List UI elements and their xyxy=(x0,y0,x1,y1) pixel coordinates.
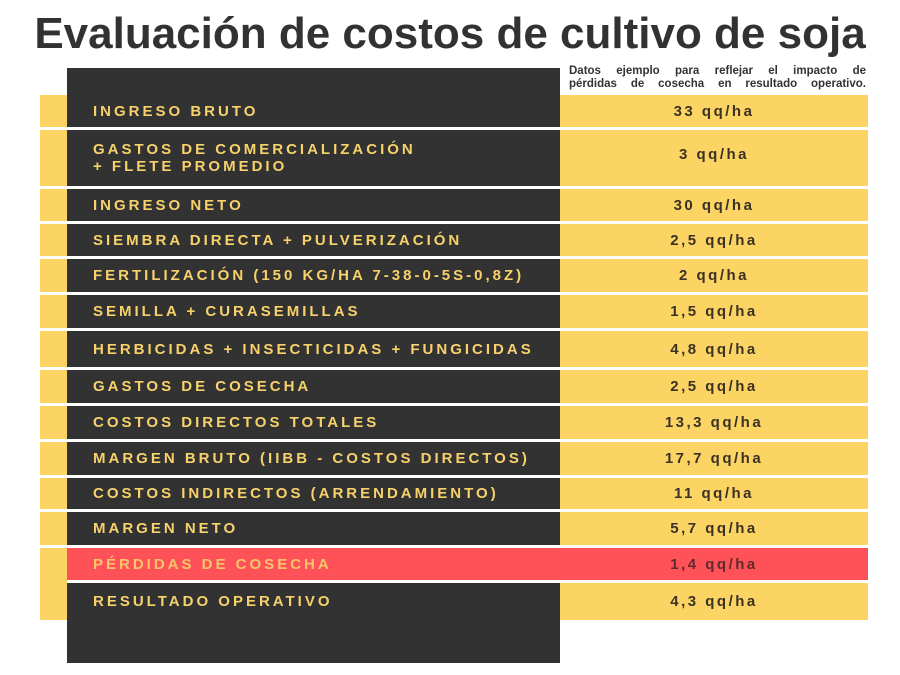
table-row-highlighted: PÉRDIDAS DE COSECHA 1,4 qq/ha xyxy=(40,548,868,583)
subtitle-line: Datos ejemplo para reflejar el impacto d… xyxy=(569,65,866,77)
row-value: 11 qq/ha xyxy=(560,478,868,509)
row-accent-strip xyxy=(40,95,67,127)
table-row: COSTOS DIRECTOS TOTALES 13,3 qq/ha xyxy=(40,406,868,439)
row-label: GASTOS DE COMERCIALIZACIÓN + FLETE PROME… xyxy=(67,130,560,186)
table-row: GASTOS DE COSECHA 2,5 qq/ha xyxy=(40,370,868,403)
row-value: 1,5 qq/ha xyxy=(560,295,868,328)
row-accent-strip xyxy=(40,406,67,439)
table-row: SIEMBRA DIRECTA + PULVERIZACIÓN 2,5 qq/ha xyxy=(40,224,868,256)
row-label: INGRESO BRUTO xyxy=(67,95,560,127)
row-label: MARGEN NETO xyxy=(67,512,560,545)
subtitle-line: pérdidas de cosecha en resultado operati… xyxy=(569,77,866,90)
row-accent-strip xyxy=(40,295,67,328)
row-accent-strip xyxy=(40,259,67,292)
row-accent-strip xyxy=(40,370,67,403)
row-label: SEMILLA + CURASEMILLAS xyxy=(67,295,560,328)
row-value: 4,3 qq/ha xyxy=(560,583,868,620)
row-accent-strip xyxy=(40,478,67,509)
table-row: COSTOS INDIRECTOS (ARRENDAMIENTO) 11 qq/h… xyxy=(40,478,868,509)
row-value: 5,7 qq/ha xyxy=(560,512,868,545)
row-label: HERBICIDAS + INSECTICIDAS + FUNGICIDAS xyxy=(67,331,560,367)
row-label: PÉRDIDAS DE COSECHA xyxy=(67,548,560,580)
row-label: GASTOS DE COSECHA xyxy=(67,370,560,403)
row-accent-strip xyxy=(40,548,67,583)
row-value: 1,4 qq/ha xyxy=(560,548,868,580)
row-label: MARGEN BRUTO (IIBB - COSTOS DIRECTOS) xyxy=(67,442,560,475)
row-accent-strip xyxy=(40,331,67,367)
row-accent-strip xyxy=(40,189,67,221)
table-row: FERTILIZACIÓN (150 KG/HA 7-38-0-5S-0,8Z)… xyxy=(40,259,868,292)
table-row: INGRESO BRUTO 33 qq/ha xyxy=(40,95,868,127)
page-title: Evaluación de costos de cultivo de soja xyxy=(34,9,866,58)
row-label: FERTILIZACIÓN (150 KG/HA 7-38-0-5S-0,8Z) xyxy=(67,259,560,292)
row-value: 17,7 qq/ha xyxy=(560,442,868,475)
row-accent-strip xyxy=(40,583,67,620)
row-label: SIEMBRA DIRECTA + PULVERIZACIÓN xyxy=(67,224,560,256)
table-row: GASTOS DE COMERCIALIZACIÓN + FLETE PROME… xyxy=(40,130,868,186)
row-label: INGRESO NETO xyxy=(67,189,560,221)
row-label: COSTOS DIRECTOS TOTALES xyxy=(67,406,560,439)
table-row: MARGEN BRUTO (IIBB - COSTOS DIRECTOS) 17,… xyxy=(40,442,868,475)
row-value: 30 qq/ha xyxy=(560,189,868,221)
row-label: COSTOS INDIRECTOS (ARRENDAMIENTO) xyxy=(67,478,560,509)
row-accent-strip xyxy=(40,130,67,186)
row-value: 33 qq/ha xyxy=(560,95,868,127)
table-row: INGRESO NETO 30 qq/ha xyxy=(40,189,868,221)
row-value: 13,3 qq/ha xyxy=(560,406,868,439)
cost-table: INGRESO BRUTO 33 qq/ha GASTOS DE COMERCIAL… xyxy=(40,95,868,620)
row-value: 3 qq/ha xyxy=(560,130,868,186)
row-accent-strip xyxy=(40,224,67,256)
row-value: 4,8 qq/ha xyxy=(560,331,868,367)
row-value: 2,5 qq/ha xyxy=(560,224,868,256)
subtitle-note: Datos ejemplo para reflejar el impacto d… xyxy=(569,65,866,90)
row-accent-strip xyxy=(40,512,67,545)
table-row: SEMILLA + CURASEMILLAS 1,5 qq/ha xyxy=(40,295,868,328)
table-row: MARGEN NETO 5,7 qq/ha xyxy=(40,512,868,545)
row-accent-strip xyxy=(40,442,67,475)
row-value: 2,5 qq/ha xyxy=(560,370,868,403)
row-label: RESULTADO OPERATIVO xyxy=(67,583,560,620)
table-row: RESULTADO OPERATIVO 4,3 qq/ha xyxy=(40,583,868,620)
row-value: 2 qq/ha xyxy=(560,259,868,292)
table-row: HERBICIDAS + INSECTICIDAS + FUNGICIDAS 4,… xyxy=(40,331,868,367)
